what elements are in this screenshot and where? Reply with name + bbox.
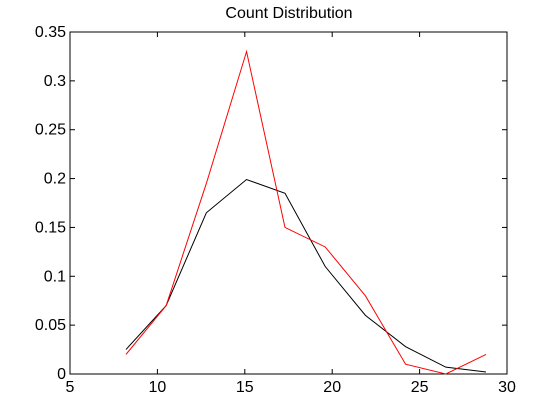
- x-tick-label: 30: [498, 379, 516, 396]
- x-tick-label: 5: [66, 379, 75, 396]
- series-line-2: [125, 49, 487, 375]
- x-tick-label: 25: [411, 379, 429, 396]
- y-tick-label: 0.3: [44, 73, 66, 90]
- y-tick-label: 0.15: [35, 219, 66, 236]
- x-tick-label: 20: [323, 379, 341, 396]
- plot-area: [69, 31, 508, 375]
- y-tick-label: 0: [57, 366, 66, 383]
- series-line-1: [125, 178, 487, 373]
- y-tick-label: 0.1: [44, 268, 66, 285]
- series-lines: [125, 49, 487, 375]
- y-tick-label: 0.2: [44, 171, 66, 188]
- chart-title: Count Distribution: [225, 5, 352, 22]
- x-tick-label: 15: [236, 379, 254, 396]
- y-tick-label: 0.35: [35, 24, 66, 41]
- x-tick-label: 10: [149, 379, 167, 396]
- y-tick-label: 0.25: [35, 122, 66, 139]
- ticks: 5 10 15 20 25 30 0 0.05 0.1 0.15 0.2 0.25 0.3 0.35: [35, 24, 516, 396]
- y-tick-label: 0.05: [35, 317, 66, 334]
